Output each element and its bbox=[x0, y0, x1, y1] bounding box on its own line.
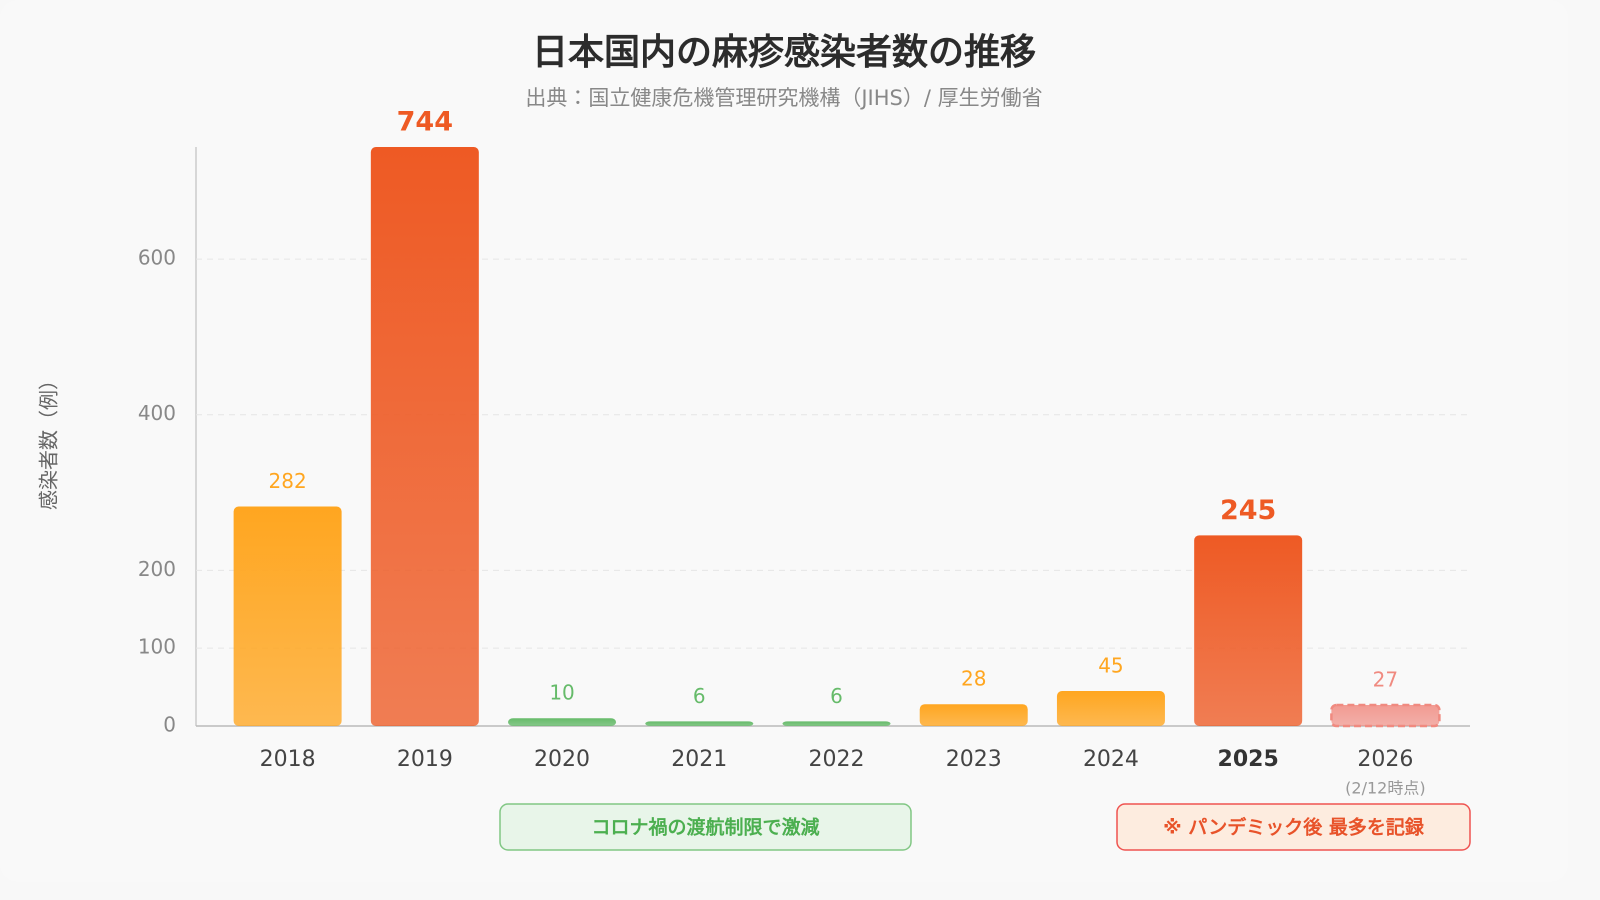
annotation-box bbox=[499, 803, 912, 851]
value-label: 6 bbox=[830, 684, 843, 708]
chart-title: 日本国内の麻疹感染者数の推移 bbox=[532, 32, 1036, 73]
bar bbox=[233, 506, 342, 726]
x-tick-label: 2021 bbox=[671, 747, 727, 772]
bar bbox=[1056, 690, 1165, 726]
x-tick-label: 2018 bbox=[260, 747, 316, 772]
y-tick-label: 400 bbox=[138, 401, 176, 425]
y-tick-label: 0 bbox=[163, 713, 176, 737]
x-tick-note: (2/12時点) bbox=[1345, 779, 1425, 798]
value-label: 10 bbox=[549, 681, 574, 705]
value-label: 45 bbox=[1098, 653, 1123, 677]
annotation: ※ パンデミック後 最多を記録 bbox=[1163, 816, 1425, 839]
chart-subtitle: 出典：国立健康危機管理研究機構（JIHS）/ 厚生労働省 bbox=[525, 86, 1042, 110]
bar bbox=[782, 721, 891, 726]
x-tick-label: 2024 bbox=[1083, 747, 1139, 772]
x-tick-label: 2019 bbox=[397, 747, 453, 772]
background bbox=[0, 0, 1568, 882]
y-tick-label: 600 bbox=[138, 246, 176, 270]
bar bbox=[1194, 535, 1303, 726]
chart: 日本国内の麻疹感染者数の推移 出典：国立健康危機管理研究機構（JIHS）/ 厚生… bbox=[0, 0, 1568, 882]
value-label: 28 bbox=[961, 667, 986, 691]
y-axis-label: 感染者数（例） bbox=[37, 370, 61, 510]
bar bbox=[1330, 703, 1441, 728]
value-label: 27 bbox=[1373, 667, 1398, 691]
bar bbox=[645, 721, 754, 726]
bar bbox=[508, 718, 617, 726]
y-tick-label: 100 bbox=[138, 635, 176, 659]
y-tick-label: 200 bbox=[138, 557, 176, 581]
x-tick-label: 2026 bbox=[1357, 747, 1413, 772]
bar bbox=[919, 704, 1028, 726]
value-label: 245 bbox=[1220, 495, 1276, 526]
x-tick-label: 2020 bbox=[534, 747, 590, 772]
value-label: 282 bbox=[269, 469, 307, 493]
value-label: 6 bbox=[693, 684, 706, 708]
annotation-box bbox=[1116, 803, 1471, 851]
x-tick-label: 2022 bbox=[809, 747, 865, 772]
annotation: コロナ禍の渡航制限で激減 bbox=[591, 816, 819, 839]
value-label: 744 bbox=[397, 107, 453, 138]
bar bbox=[370, 147, 479, 726]
x-tick-label: 2023 bbox=[946, 747, 1002, 772]
x-tick-label: 2025 bbox=[1218, 747, 1279, 772]
